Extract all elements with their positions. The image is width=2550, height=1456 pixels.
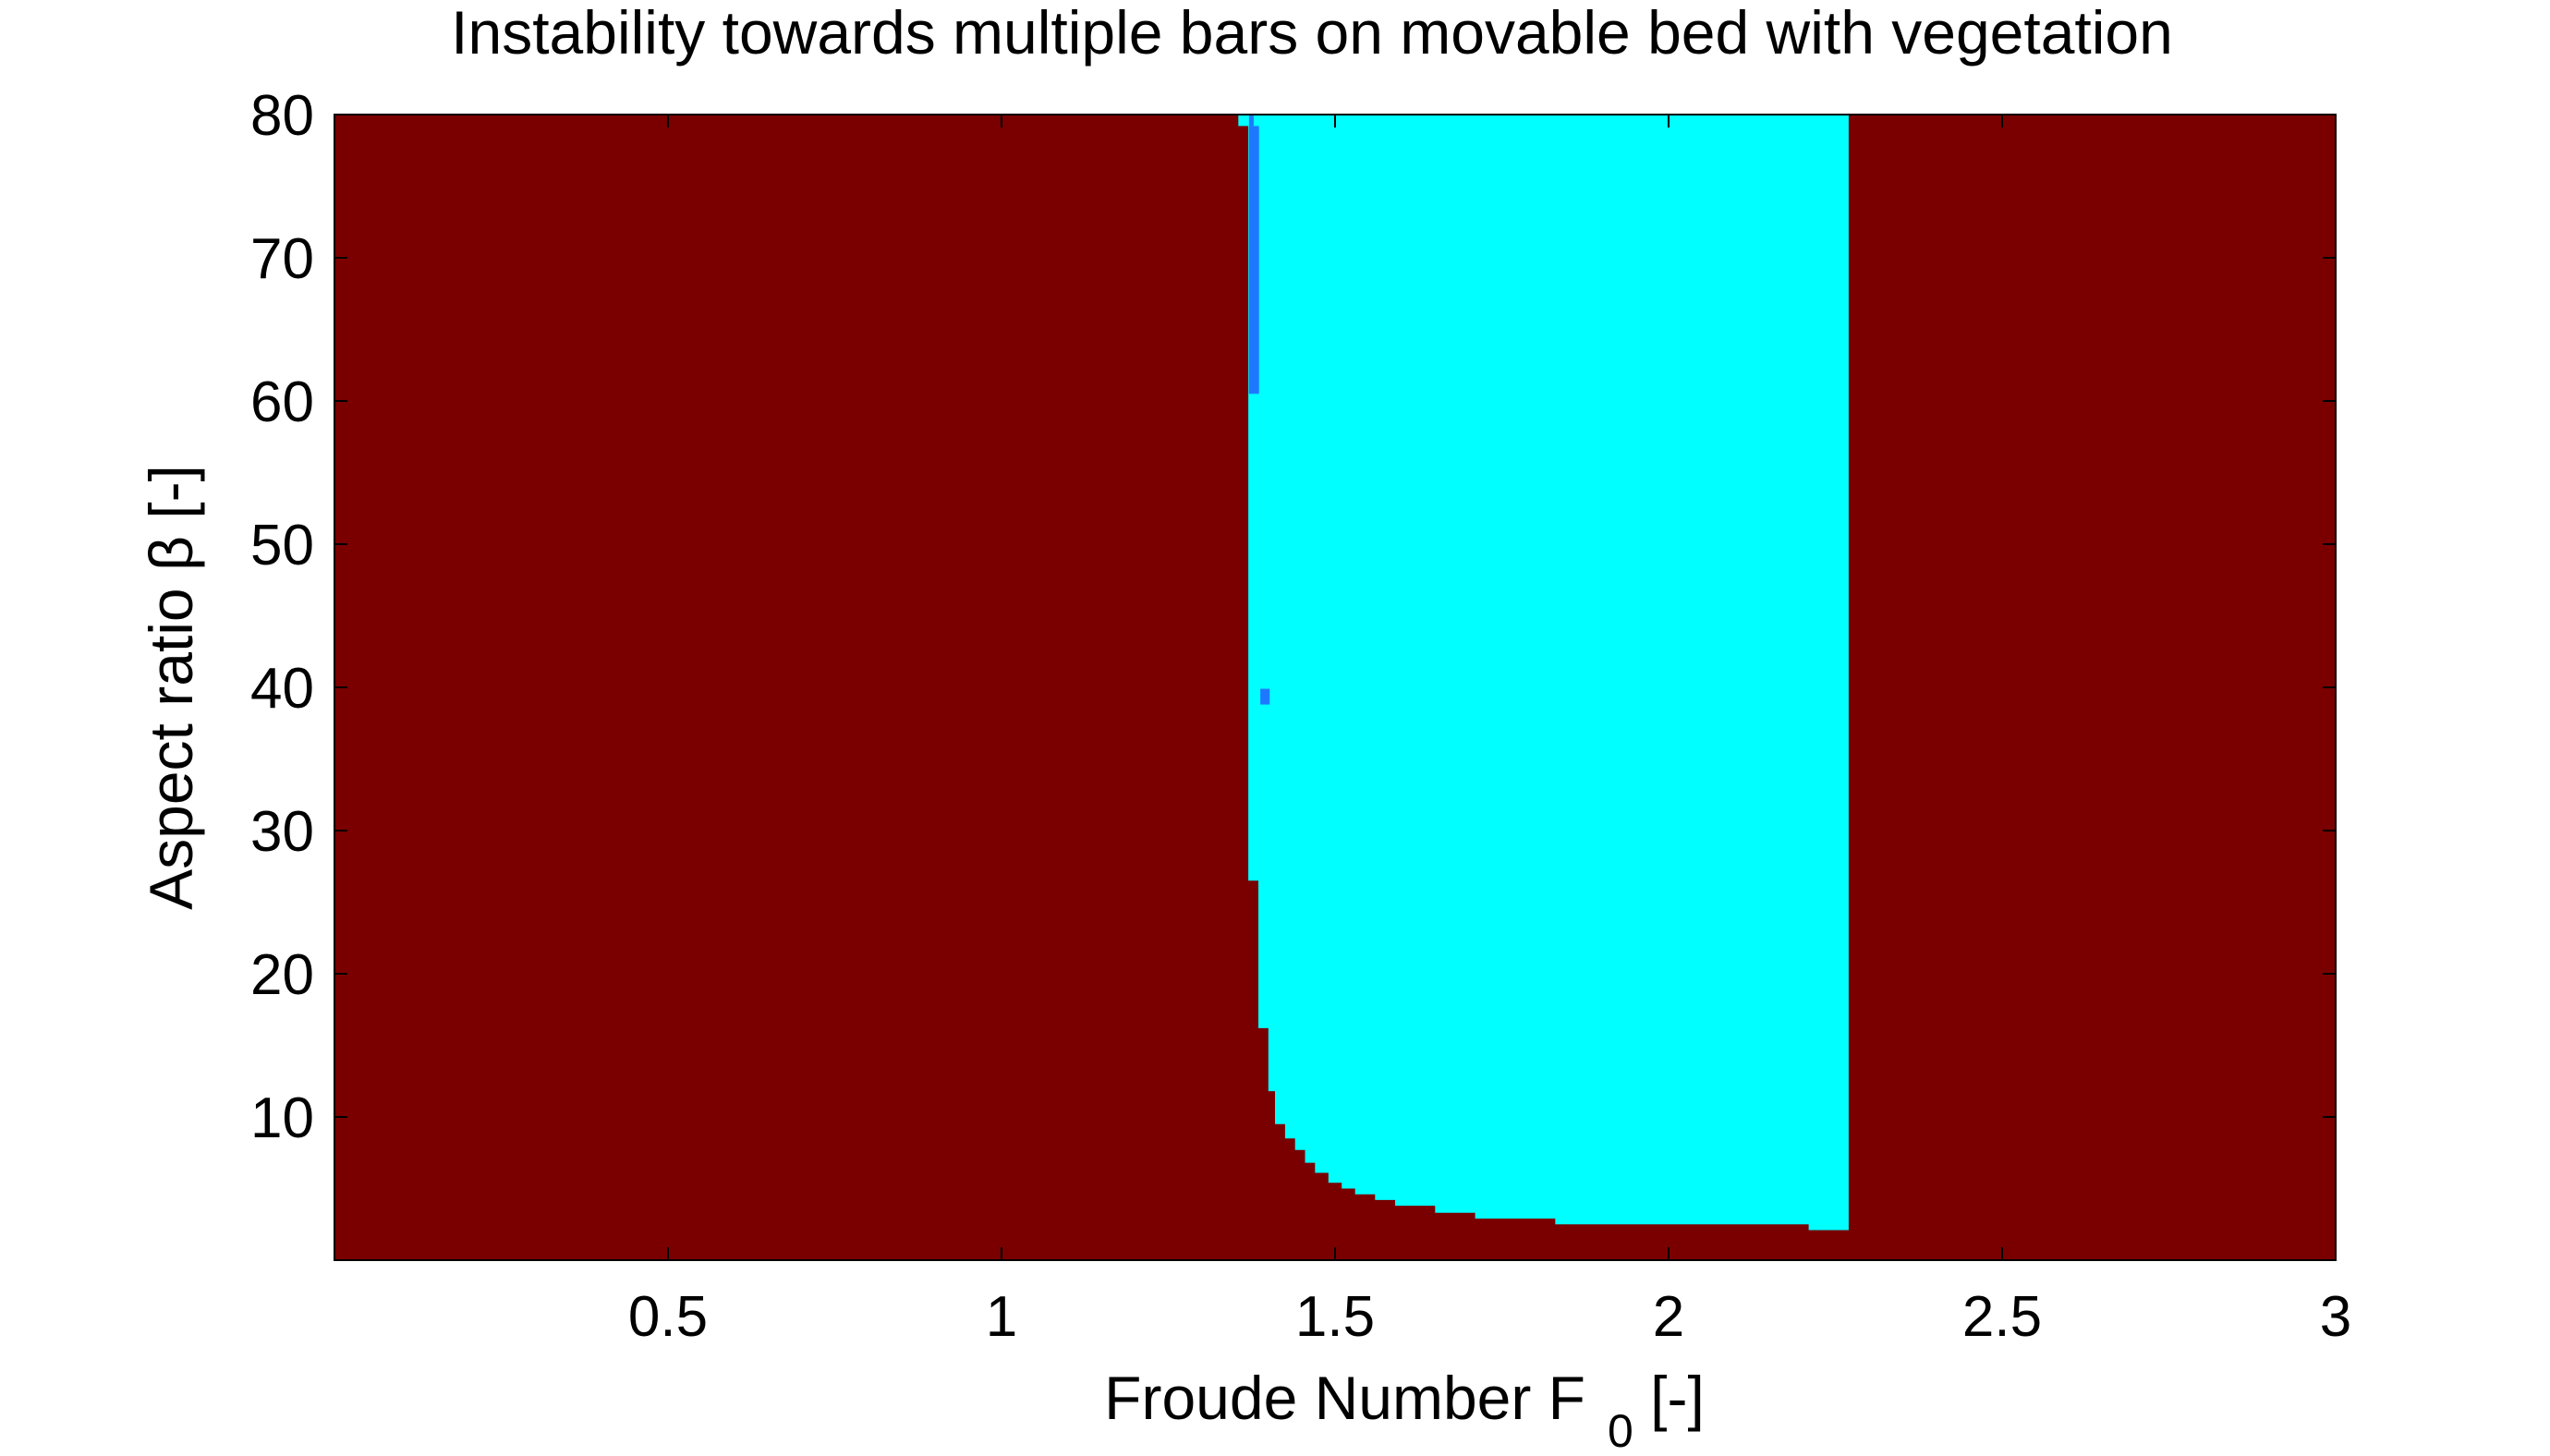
x-axis-label-subscript: 0 <box>1608 1405 1633 1456</box>
y-tick-label: 40 <box>250 657 314 721</box>
x-axis-ticks: 0.5 1 1.5 2 2.5 3 <box>628 115 2351 1349</box>
x-tick-label: 2 <box>1653 1285 1684 1349</box>
y-tick-label: 30 <box>250 800 314 864</box>
chart-title: Instability towards multiple bars on mov… <box>451 0 2173 67</box>
instability-regions <box>1238 115 1849 1231</box>
unstable-region <box>1248 115 1849 1231</box>
x-tick-label: 1 <box>986 1285 1017 1349</box>
unstable-region-cap <box>1238 115 1249 127</box>
secondary-mode-region-0 <box>1248 126 1259 394</box>
plot-area <box>334 114 2337 1261</box>
x-axis-label: Froude Number F 0 [-] <box>1104 1364 1705 1456</box>
x-tick-label: 2.5 <box>1962 1285 2042 1349</box>
y-tick-label: 50 <box>250 514 314 577</box>
x-axis-label-main: Froude Number F <box>1104 1364 1585 1432</box>
y-axis-ticks: 10 20 30 40 50 60 70 80 <box>250 84 2336 1150</box>
x-tick-label: 0.5 <box>628 1285 708 1349</box>
x-tick-label: 1.5 <box>1295 1285 1375 1349</box>
secondary-mode-region-2 <box>1260 688 1270 705</box>
secondary-mode-region-1 <box>1248 115 1254 127</box>
y-tick-label: 60 <box>250 370 314 434</box>
x-axis-label-suffix: [-] <box>1633 1364 1705 1432</box>
y-tick-label: 10 <box>250 1086 314 1150</box>
x-tick-label: 3 <box>2320 1285 2351 1349</box>
y-tick-label: 20 <box>250 943 314 1007</box>
y-axis-label: Aspect ratio β [-] <box>137 465 205 910</box>
y-tick-label: 70 <box>250 227 314 291</box>
y-tick-label: 80 <box>250 84 314 148</box>
